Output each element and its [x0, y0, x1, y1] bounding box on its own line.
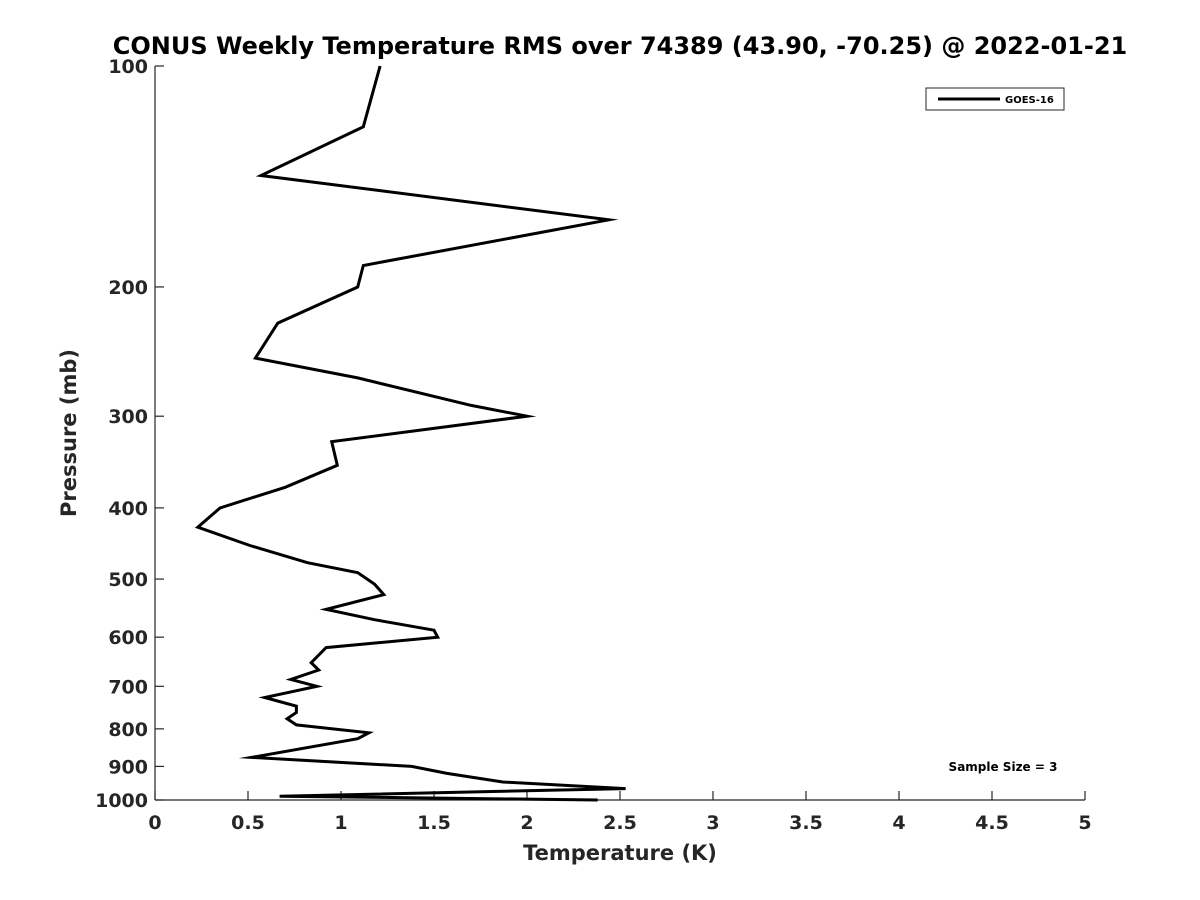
y-ticks: 100 200 300 400 500 600 700 800 900 1000: [95, 56, 164, 812]
x-tick-label: 3.5: [789, 812, 823, 834]
x-tick-label: 1: [334, 812, 347, 834]
x-tick-label: 5: [1078, 812, 1091, 834]
y-tick-label: 200: [108, 277, 148, 299]
x-tick-label: 2.5: [603, 812, 637, 834]
y-tick-label: 1000: [95, 790, 148, 812]
x-tick-label: 4.5: [975, 812, 1009, 834]
y-tick-label: 100: [108, 56, 148, 78]
y-tick-label: 400: [108, 498, 148, 520]
series-line-goes-16: [194, 65, 626, 802]
y-tick-label: 800: [108, 719, 148, 741]
y-tick-label: 900: [108, 756, 148, 778]
y-tick-label: 300: [108, 406, 148, 428]
legend: GOES-16: [925, 87, 1065, 111]
y-axis-label: Pressure (mb): [57, 349, 81, 517]
chart-title: CONUS Weekly Temperature RMS over 74389 …: [113, 32, 1127, 60]
x-axis-label: Temperature (K): [523, 841, 717, 865]
x-tick-label: 0.5: [231, 812, 265, 834]
y-tick-label: 700: [108, 676, 148, 698]
x-tick-label: 4: [892, 812, 905, 834]
x-tick-label: 0: [148, 812, 161, 834]
y-tick-label: 600: [108, 627, 148, 649]
legend-label-goes-16: GOES-16: [1005, 95, 1054, 106]
y-tick-label: 500: [108, 569, 148, 591]
x-tick-label: 1.5: [417, 812, 451, 834]
x-tick-label: 3: [706, 812, 719, 834]
sample-size-annotation: Sample Size = 3: [949, 760, 1058, 774]
x-tick-label: 2: [520, 812, 533, 834]
x-ticks: 0 0.5 1 1.5 2 2.5 3 3.5 4 4.5 5: [148, 791, 1092, 834]
series-lines: [194, 65, 626, 802]
